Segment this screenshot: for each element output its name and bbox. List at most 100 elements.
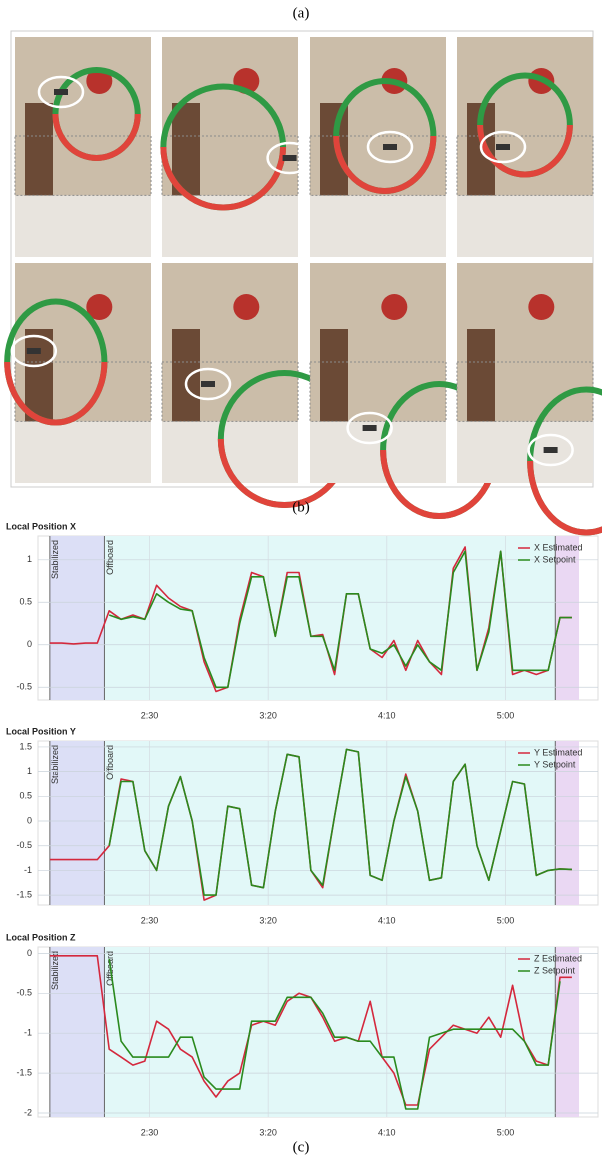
photo: [14, 37, 152, 257]
y-tick-label: 0: [27, 639, 32, 649]
legend-label: Z Setpoint: [534, 965, 576, 975]
y-tick-label: -0.5: [16, 682, 32, 692]
x-tick-label: 2:30: [141, 710, 159, 720]
photo-door: [172, 329, 200, 422]
photo-grid: [4, 37, 602, 536]
y-tick-label: 0.5: [19, 597, 32, 607]
photo-hoop: [160, 146, 287, 211]
legend-label: X Setpoint: [534, 554, 576, 564]
y-tick-label: -0.5: [16, 988, 32, 998]
x-tick-label: 3:20: [259, 710, 277, 720]
photo-drone: [362, 425, 377, 431]
photo-floor: [310, 195, 446, 257]
y-tick-label: -0.5: [16, 840, 32, 850]
photo-floor: [457, 421, 593, 483]
mode-label: Offboard: [105, 745, 115, 780]
photo-floor: [15, 421, 151, 483]
x-tick-label: 5:00: [497, 915, 515, 925]
y-tick-label: 1: [27, 766, 32, 776]
photo-highlight: [184, 367, 232, 401]
photo-floor: [457, 195, 593, 257]
photo-drone: [383, 144, 397, 150]
photo-net: [309, 361, 447, 422]
mode-label: Offboard: [105, 540, 115, 575]
legend-label: Y Setpoint: [534, 759, 576, 769]
photo-drone: [543, 447, 558, 453]
photo-net: [456, 135, 594, 196]
photo: [4, 263, 152, 483]
photo: [309, 37, 447, 257]
mode-region: [104, 536, 556, 700]
photo-net: [14, 135, 152, 196]
legend-label: Y Estimated: [534, 747, 582, 757]
mode-region: [104, 741, 556, 905]
photo-hoop: [527, 460, 602, 536]
x-tick-label: 5:00: [497, 710, 515, 720]
caption: (b): [292, 499, 310, 515]
mode-label: Stabilized: [50, 745, 60, 784]
chart-title: Local Position Y: [6, 726, 76, 736]
y-tick-label: -1: [24, 1028, 32, 1038]
photo-highlight: [346, 411, 393, 445]
mode-region: [555, 741, 580, 905]
photo-highlight: [479, 130, 527, 164]
x-tick-label: 2:30: [141, 1127, 159, 1137]
x-tick-label: 3:20: [259, 1127, 277, 1137]
y-tick-label: -1.5: [16, 1067, 32, 1077]
photo: [160, 37, 313, 257]
y-tick-label: 0: [27, 815, 32, 825]
photo: [309, 263, 499, 519]
mode-region: [49, 741, 105, 905]
photo-drone: [201, 381, 215, 387]
photo-reel: [528, 294, 555, 320]
chart-title: Local Position X: [6, 521, 76, 531]
photo-reel: [86, 68, 113, 94]
photo-door: [320, 103, 348, 196]
photo-reel: [381, 294, 408, 320]
y-tick-label: 1: [27, 554, 32, 564]
caption: (c): [293, 1139, 310, 1155]
mode-label: Stabilized: [50, 951, 60, 990]
mode-region: [555, 947, 580, 1117]
photo: [456, 37, 594, 257]
photo-net: [309, 135, 447, 196]
photo-net: [161, 361, 299, 422]
x-tick-label: 4:10: [378, 1127, 396, 1137]
photo-floor: [310, 421, 446, 483]
mode-region: [49, 947, 105, 1117]
photo-reel: [233, 294, 260, 320]
y-tick-label: 0.5: [19, 791, 32, 801]
photo-highlight: [10, 334, 58, 368]
series-line: [108, 748, 572, 896]
x-tick-label: 2:30: [141, 915, 159, 925]
photo-hoop: [4, 361, 108, 426]
caption: (a): [293, 5, 310, 21]
x-tick-label: 4:10: [378, 915, 396, 925]
x-tick-label: 3:20: [259, 915, 277, 925]
photo-hoop: [477, 124, 573, 178]
photo-drone: [496, 144, 510, 150]
photo-hoop: [52, 113, 141, 161]
y-tick-label: -1: [24, 865, 32, 875]
x-tick-label: 5:00: [497, 1127, 515, 1137]
photo-door: [25, 103, 53, 196]
photo-drone: [54, 89, 68, 95]
photo-hoop: [333, 135, 437, 194]
photo-floor: [15, 195, 151, 257]
x-tick-label: 4:10: [378, 710, 396, 720]
photo-drone: [282, 155, 297, 161]
photo-door: [320, 329, 348, 422]
mode-region: [49, 536, 105, 700]
photo-highlight: [37, 75, 85, 109]
series-line: [108, 958, 561, 1110]
chart-title: Local Position Z: [6, 932, 76, 942]
legend-label: X Estimated: [534, 542, 583, 552]
legend-label: Z Estimated: [534, 953, 582, 963]
photo: [456, 263, 602, 536]
photo-net: [161, 135, 299, 196]
photo-drone: [26, 348, 41, 354]
photo-highlight: [366, 130, 414, 164]
y-tick-label: -1.5: [16, 889, 32, 899]
y-tick-label: 1.5: [19, 741, 32, 751]
